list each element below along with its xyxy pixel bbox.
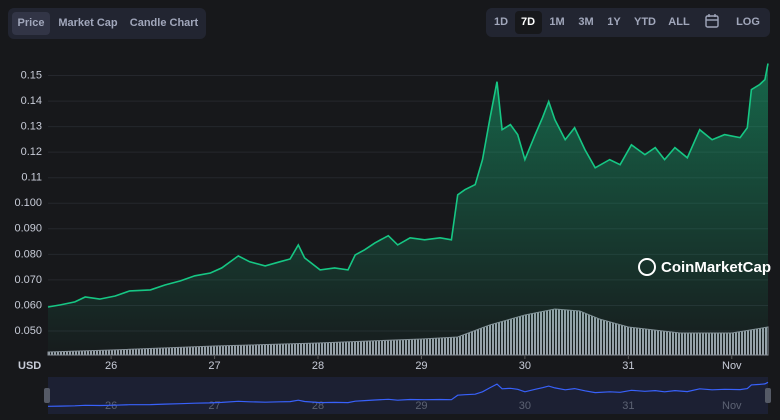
navigator-tick-label: 30 xyxy=(519,400,531,412)
price-area xyxy=(48,63,768,355)
range-button[interactable]: YTD xyxy=(634,16,656,28)
x-tick-label: 30 xyxy=(519,360,531,372)
navigator-tick-label: 29 xyxy=(415,400,427,412)
x-tick-label: 28 xyxy=(312,360,324,372)
x-tick-label: 26 xyxy=(105,360,117,372)
navigator[interactable] xyxy=(48,377,768,414)
y-tick-label: 0.13 xyxy=(21,121,42,133)
navigator-tick-label: Nov xyxy=(722,400,742,412)
y-tick-label: 0.050 xyxy=(14,325,42,337)
navigator-tick-label: 27 xyxy=(208,400,220,412)
x-tick-label: 27 xyxy=(208,360,220,372)
active-tab[interactable] xyxy=(12,12,50,35)
y-tick-label: 0.100 xyxy=(14,197,42,209)
y-tick-label: 0.060 xyxy=(14,299,42,311)
x-tick-label: 31 xyxy=(622,360,634,372)
y-tick-label: 0.14 xyxy=(21,95,42,107)
navigator-handle[interactable] xyxy=(44,388,50,403)
y-tick-label: 0.12 xyxy=(21,146,42,158)
y-tick-label: 0.090 xyxy=(14,223,42,235)
currency-label: USD xyxy=(18,360,41,372)
range-button[interactable]: 1D xyxy=(494,16,508,28)
x-tick-label: 29 xyxy=(415,360,427,372)
navigator-tick-label: 31 xyxy=(622,400,634,412)
log-button[interactable]: LOG xyxy=(736,16,760,28)
y-tick-label: 0.11 xyxy=(21,172,42,184)
range-button[interactable]: 1Y xyxy=(607,16,621,28)
navigator-line xyxy=(47,381,769,407)
tab[interactable]: Market Cap xyxy=(58,17,118,29)
range-button[interactable]: 1M xyxy=(549,16,564,28)
tab-group xyxy=(8,8,206,39)
calendar-icon[interactable] xyxy=(705,14,719,28)
price-line xyxy=(47,63,769,308)
tab[interactable]: Candle Chart xyxy=(130,17,199,29)
watermark: CoinMarketCap xyxy=(638,258,771,276)
y-tick-label: 0.070 xyxy=(14,274,42,286)
tab[interactable]: Price xyxy=(18,17,45,29)
range-group xyxy=(486,8,770,37)
range-button[interactable]: 3M xyxy=(578,16,593,28)
navigator-handle[interactable] xyxy=(765,388,771,403)
range-button[interactable]: ALL xyxy=(668,16,690,28)
watermark-text: CoinMarketCap xyxy=(661,259,771,276)
y-tick-label: 0.15 xyxy=(21,69,42,81)
active-range[interactable] xyxy=(515,11,542,34)
y-tick-label: 0.080 xyxy=(14,248,42,260)
range-button[interactable]: 7D xyxy=(521,16,535,28)
x-tick-label: Nov xyxy=(722,360,742,372)
navigator-tick-label: 26 xyxy=(105,400,117,412)
